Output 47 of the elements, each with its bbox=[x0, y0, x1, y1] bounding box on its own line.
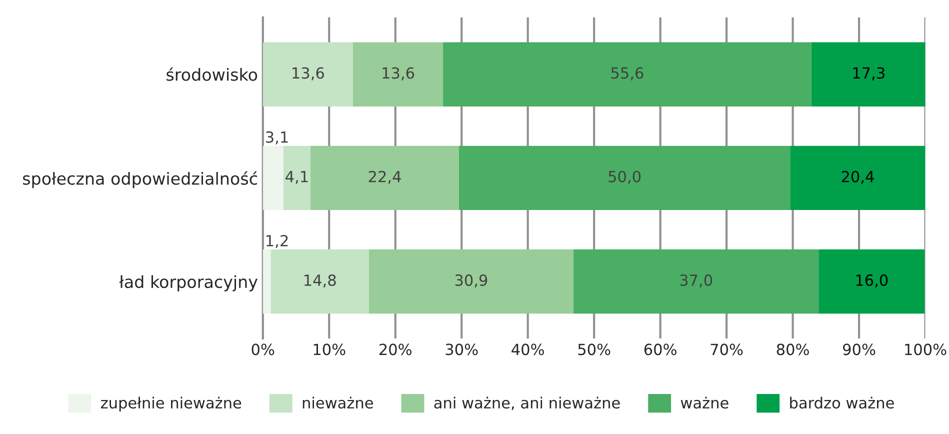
data-label: 55,6 bbox=[611, 67, 644, 80]
y-tick-label: ład korporacyjny bbox=[119, 275, 258, 292]
bar bbox=[262, 249, 271, 314]
data-label: 1,2 bbox=[266, 234, 288, 248]
x-tick-label: 20% bbox=[379, 344, 412, 356]
legend-label: ani ważne, ani nieważne bbox=[434, 396, 620, 410]
bar bbox=[811, 42, 926, 106]
x-tick-label: 50% bbox=[578, 344, 610, 356]
data-label: 30,9 bbox=[455, 274, 488, 288]
bar bbox=[262, 42, 353, 106]
bar bbox=[262, 146, 284, 210]
data-label: 20,4 bbox=[842, 170, 874, 184]
data-label: 17,3 bbox=[853, 67, 884, 80]
bar bbox=[352, 42, 444, 106]
bar bbox=[443, 42, 812, 106]
bar bbox=[574, 249, 819, 314]
legend-label: ważne bbox=[680, 396, 728, 409]
x-tick-label: 70% bbox=[710, 344, 743, 356]
data-label: 13,6 bbox=[292, 67, 324, 80]
legend-label: nieważne bbox=[302, 396, 373, 409]
x-tick-label: 90% bbox=[843, 344, 876, 356]
x-tick-label: 30% bbox=[446, 344, 478, 356]
bar bbox=[270, 249, 369, 314]
legend-label: bardzo ważne bbox=[790, 396, 894, 409]
data-label: 14,8 bbox=[304, 274, 336, 288]
data-label: 16,0 bbox=[856, 274, 888, 288]
bar bbox=[790, 146, 926, 210]
data-label: 4,1 bbox=[286, 171, 308, 184]
x-tick-label: 40% bbox=[512, 344, 544, 356]
x-tick-label: 10% bbox=[314, 344, 346, 356]
data-label: 22,4 bbox=[368, 170, 401, 184]
data-label: 37,0 bbox=[680, 274, 712, 288]
bar bbox=[310, 146, 459, 210]
y-tick-label: środowisko bbox=[166, 67, 258, 81]
y-tick-label: społeczna odpowiedzialność bbox=[22, 171, 257, 188]
bar bbox=[368, 249, 574, 314]
x-tick-label: 80% bbox=[776, 344, 809, 356]
x-tick-label: 60% bbox=[644, 344, 676, 356]
bar bbox=[458, 146, 790, 210]
x-tick-label: 0% bbox=[252, 344, 274, 356]
data-label: 13,6 bbox=[382, 67, 414, 80]
bar bbox=[283, 146, 311, 210]
bar bbox=[818, 249, 925, 314]
x-tick-label: 100% bbox=[905, 344, 946, 356]
legend-label: zupełnie nieważne bbox=[100, 396, 242, 412]
data-label: 50,0 bbox=[608, 170, 641, 184]
data-label: 3,1 bbox=[266, 131, 288, 144]
